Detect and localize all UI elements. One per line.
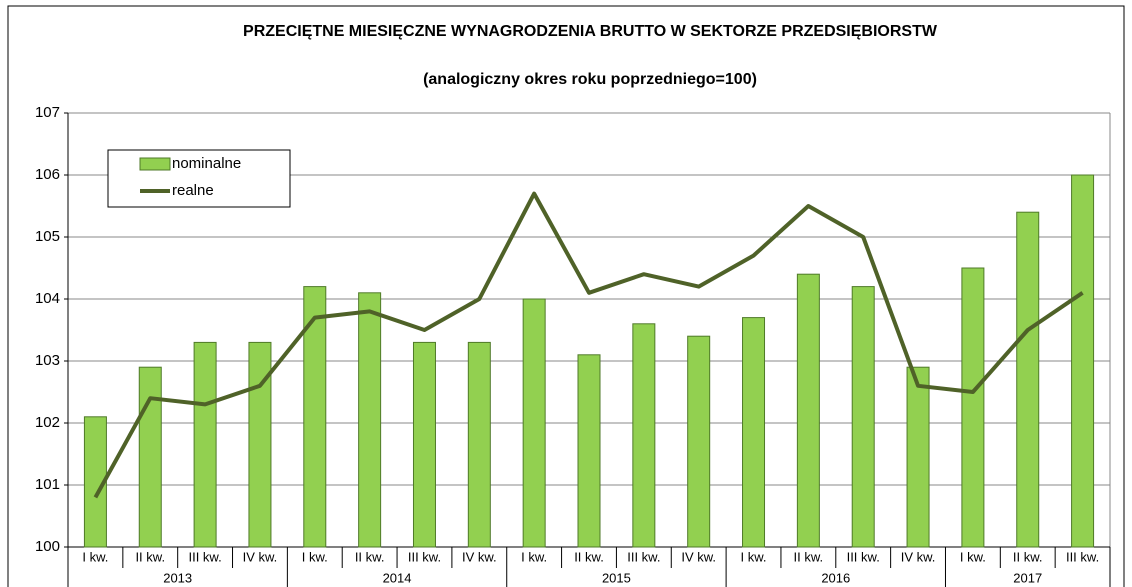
x-tick-label: III kw. — [627, 549, 660, 564]
chart-title: PRZECIĘTNE MIESIĘCZNE WYNAGRODZENIA BRUT… — [243, 23, 937, 40]
x-group-label: 2017 — [1013, 570, 1042, 585]
x-tick-label: I kw. — [82, 549, 108, 564]
bar — [961, 267, 985, 548]
legend-label: nominalne — [172, 155, 241, 172]
legend-box — [107, 149, 291, 208]
line — [93, 191, 1084, 499]
y-tick-label: 103 — [35, 352, 60, 369]
legend-label: realne — [172, 182, 214, 199]
x-group-label: 2015 — [602, 570, 631, 585]
bar — [632, 323, 656, 548]
x-tick-label: IV kw. — [462, 549, 497, 564]
x-tick-label: IV kw. — [243, 549, 278, 564]
y-tick-label: 102 — [35, 414, 60, 431]
y-tick-label: 104 — [35, 290, 60, 307]
bar — [248, 341, 272, 548]
y-tick-label: 106 — [35, 166, 60, 183]
bar — [906, 366, 930, 548]
y-tick-label: 105 — [35, 228, 60, 245]
bar — [687, 335, 711, 548]
bar — [851, 286, 875, 548]
legend-swatch — [139, 157, 171, 171]
bar — [83, 416, 107, 548]
bar — [303, 286, 327, 548]
x-tick-label: II kw. — [1013, 549, 1043, 564]
bar — [742, 317, 766, 548]
chart-border — [7, 5, 1125, 587]
x-group-label: 2016 — [821, 570, 850, 585]
x-group-label: 2014 — [383, 570, 412, 585]
chart-subtitle: (analogiczny okres roku poprzedniego=100… — [423, 71, 757, 88]
x-tick-label: II kw. — [574, 549, 604, 564]
bar — [577, 354, 601, 548]
x-tick-label: II kw. — [794, 549, 824, 564]
y-tick-label: 100 — [35, 538, 60, 555]
x-tick-label: I kw. — [741, 549, 767, 564]
x-tick-label: I kw. — [960, 549, 986, 564]
bar — [193, 341, 217, 548]
x-tick-label: III kw. — [188, 549, 221, 564]
x-tick-label: III kw. — [408, 549, 441, 564]
y-tick-label: 107 — [35, 104, 60, 121]
y-tick-label: 101 — [35, 476, 60, 493]
bar — [412, 341, 436, 548]
x-tick-label: IV kw. — [681, 549, 716, 564]
bar — [522, 298, 546, 548]
x-tick-label: II kw. — [135, 549, 165, 564]
x-tick-label: III kw. — [1066, 549, 1099, 564]
x-tick-label: III kw. — [847, 549, 880, 564]
x-tick-label: IV kw. — [901, 549, 936, 564]
bar — [1071, 174, 1095, 548]
bar — [1016, 211, 1040, 548]
bar — [138, 366, 162, 548]
x-tick-label: I kw. — [521, 549, 547, 564]
x-tick-label: II kw. — [355, 549, 385, 564]
bar — [796, 273, 820, 548]
x-group-label: 2013 — [163, 570, 192, 585]
bar — [358, 292, 382, 548]
bar — [467, 341, 491, 548]
x-tick-label: I kw. — [302, 549, 328, 564]
